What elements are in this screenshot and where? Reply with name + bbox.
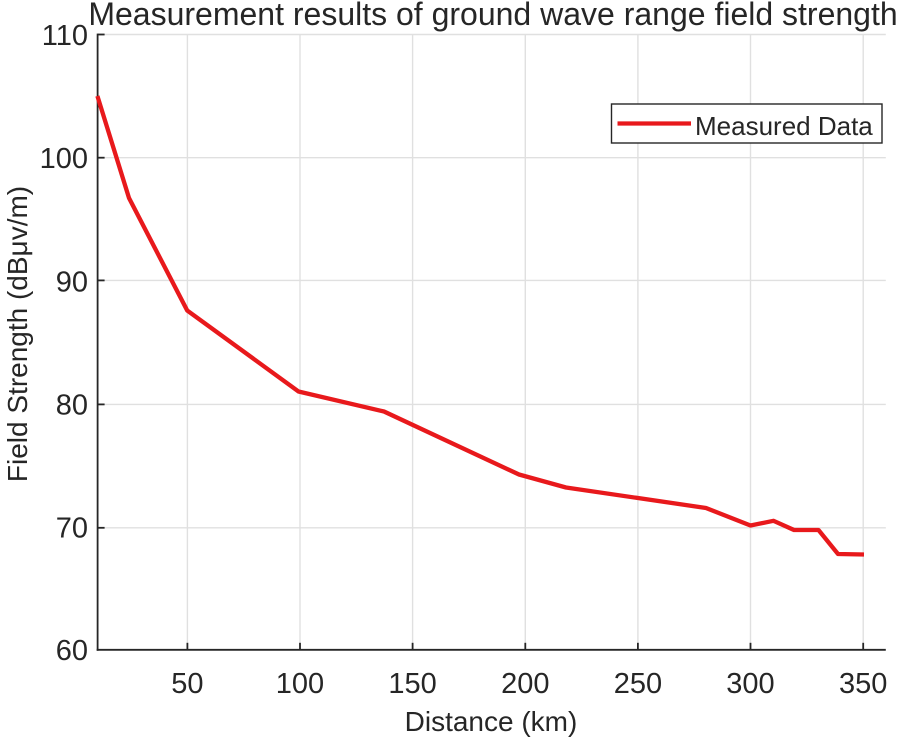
svg-text:Measured Data: Measured Data [695, 111, 873, 141]
svg-text:Distance (km): Distance (km) [405, 706, 578, 737]
svg-text:300: 300 [726, 668, 774, 700]
svg-text:50: 50 [171, 668, 203, 700]
svg-text:200: 200 [501, 668, 549, 700]
svg-text:90: 90 [56, 267, 88, 299]
svg-text:60: 60 [56, 635, 88, 667]
svg-text:350: 350 [839, 668, 887, 700]
svg-text:110: 110 [42, 20, 88, 52]
svg-text:100: 100 [276, 668, 324, 700]
svg-text:80: 80 [56, 390, 88, 422]
svg-text:100: 100 [40, 143, 88, 175]
svg-text:Measurement results of ground: Measurement results of ground wave range… [88, 0, 897, 32]
svg-text:250: 250 [614, 668, 662, 700]
svg-text:150: 150 [388, 668, 436, 700]
svg-text:Field Strength (dBμv/m): Field Strength (dBμv/m) [2, 186, 33, 482]
svg-text:70: 70 [56, 513, 88, 545]
